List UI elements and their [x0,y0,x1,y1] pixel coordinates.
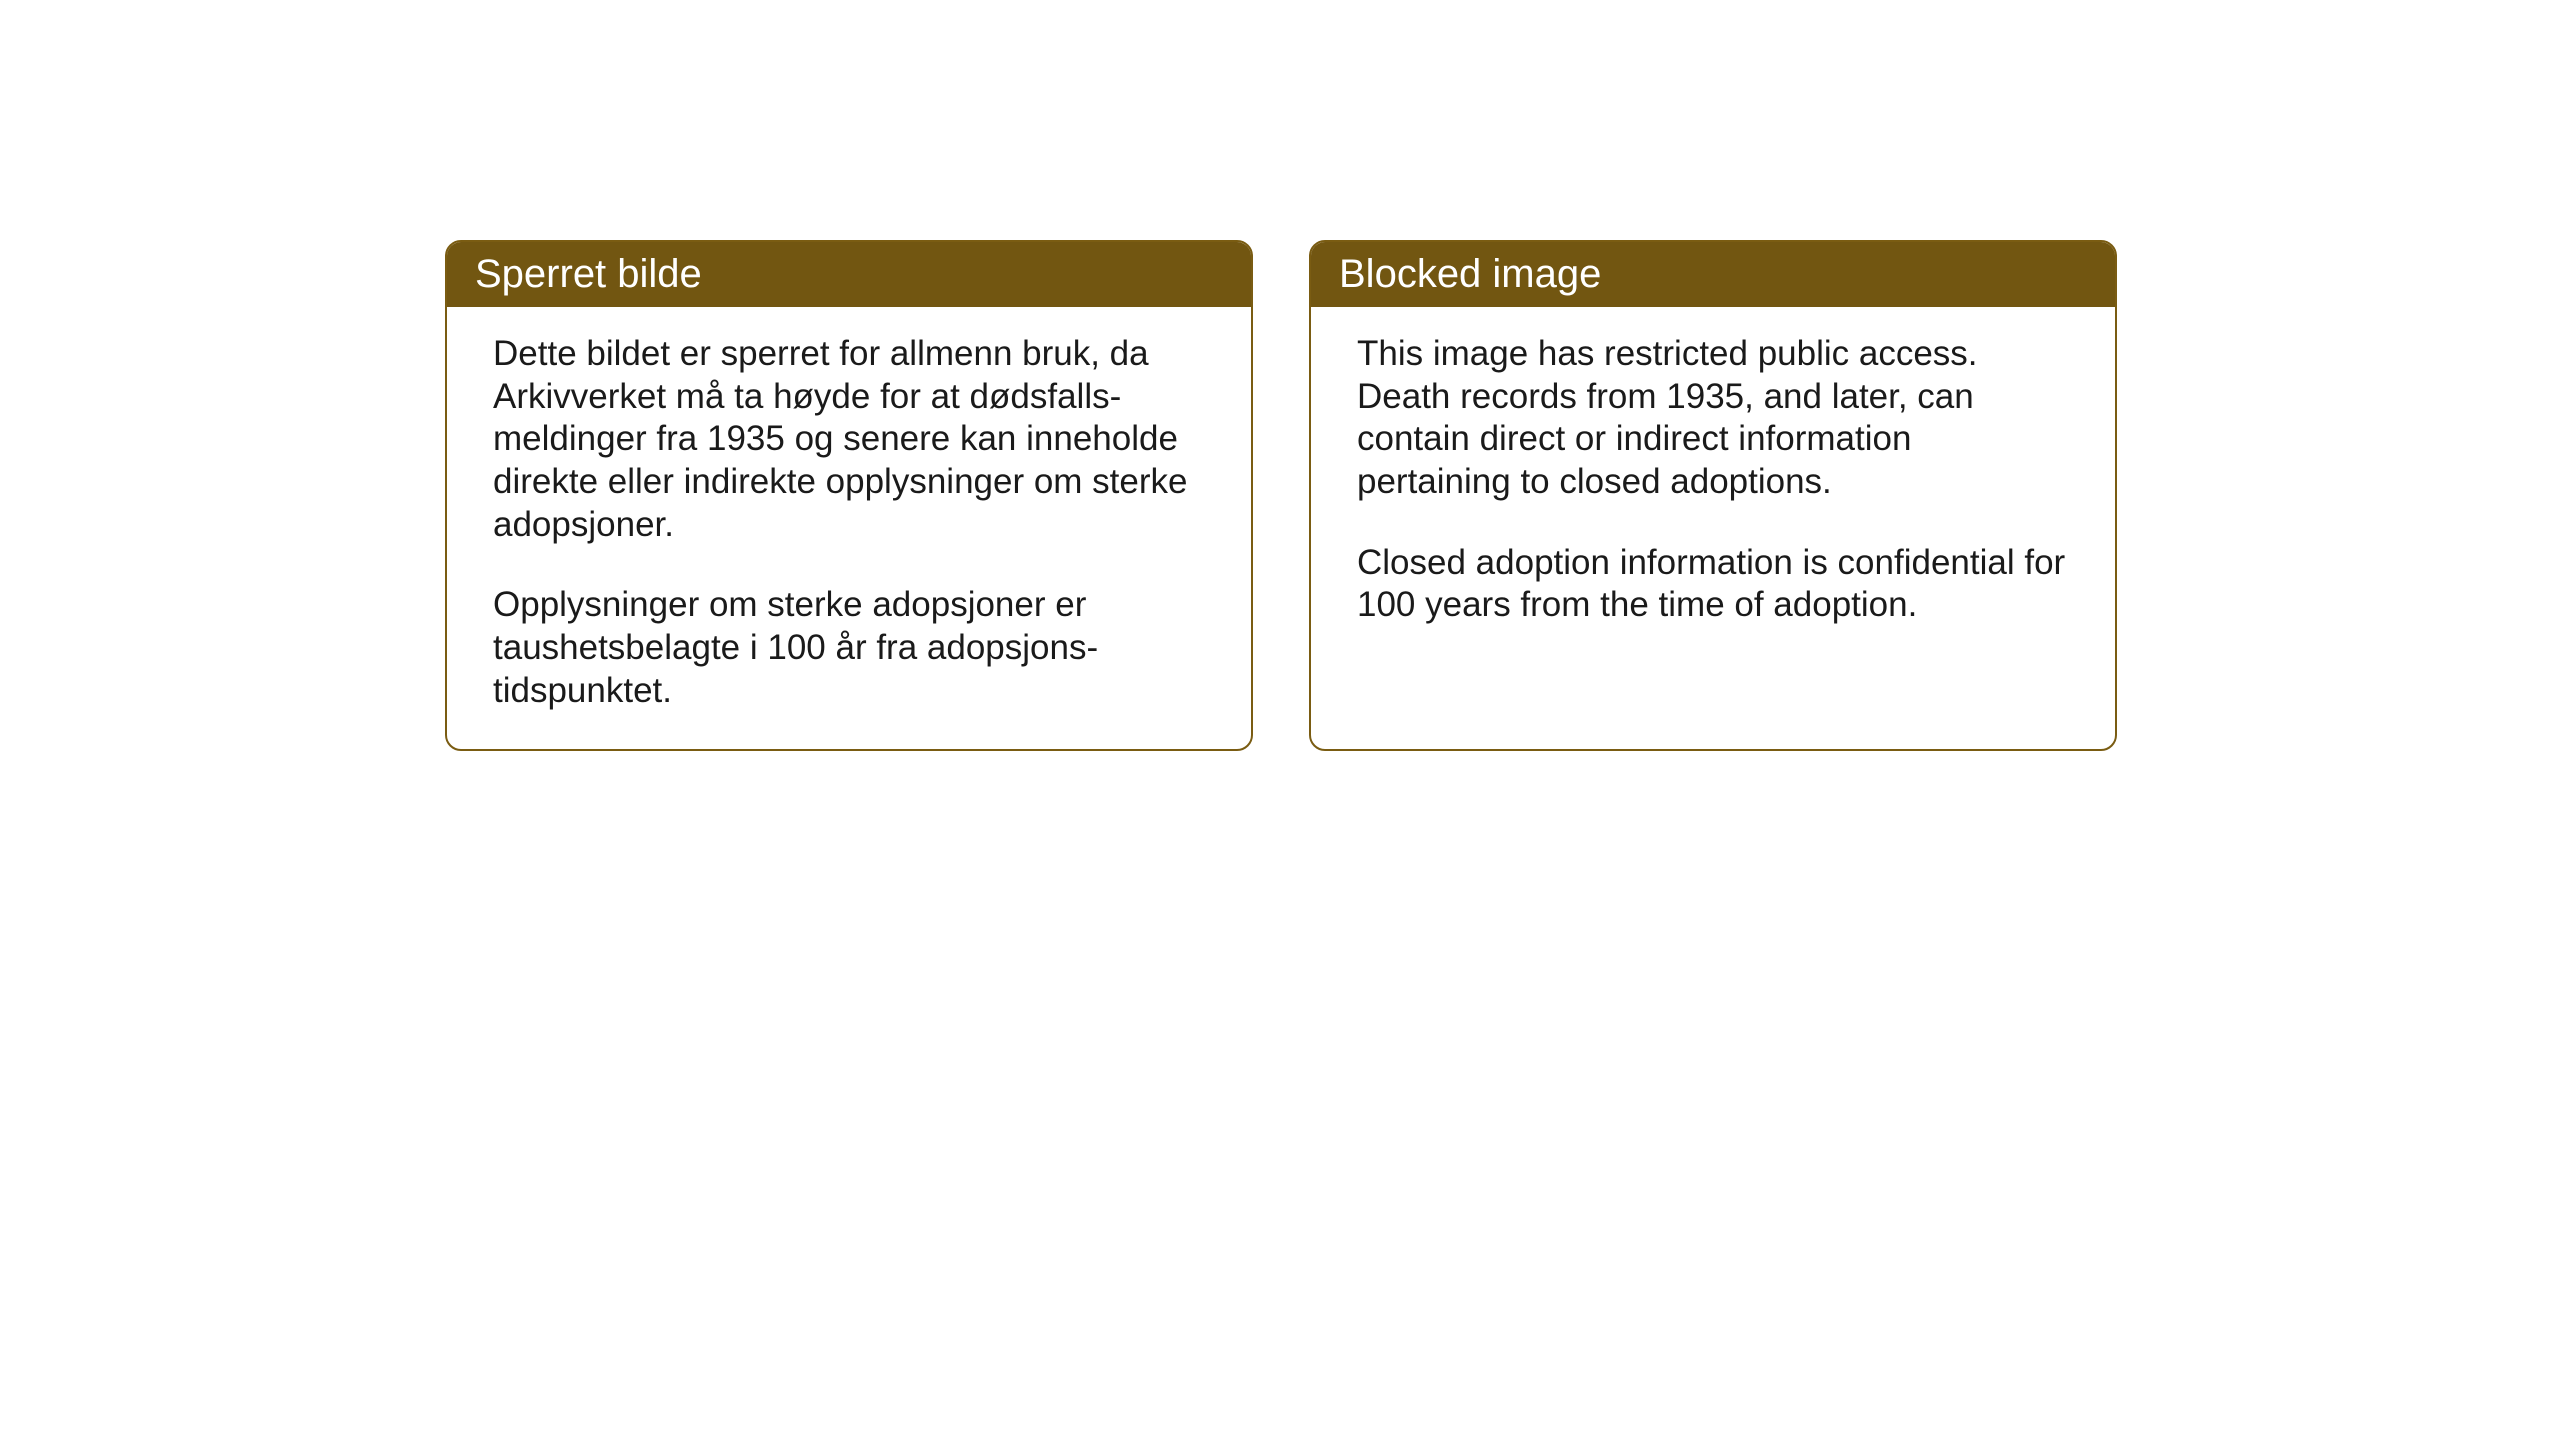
notice-container: Sperret bilde Dette bildet er sperret fo… [445,240,2117,751]
card-title-english: Blocked image [1339,252,1601,296]
paragraph-1-norwegian: Dette bildet er sperret for allmenn bruk… [493,333,1205,546]
notice-card-norwegian: Sperret bilde Dette bildet er sperret fo… [445,240,1253,751]
card-header-english: Blocked image [1311,242,2115,307]
card-body-norwegian: Dette bildet er sperret for allmenn bruk… [447,307,1251,749]
card-header-norwegian: Sperret bilde [447,242,1251,307]
paragraph-2-english: Closed adoption information is confident… [1357,542,2069,627]
paragraph-1-english: This image has restricted public access.… [1357,333,2069,504]
notice-card-english: Blocked image This image has restricted … [1309,240,2117,751]
card-title-norwegian: Sperret bilde [475,252,702,296]
card-body-english: This image has restricted public access.… [1311,307,2115,663]
paragraph-2-norwegian: Opplysninger om sterke adopsjoner er tau… [493,584,1205,712]
